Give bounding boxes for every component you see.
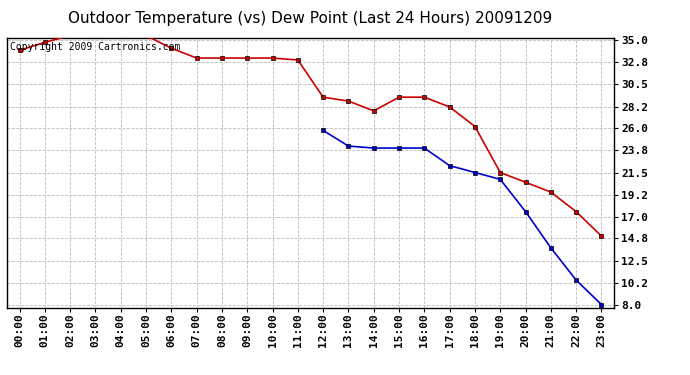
Text: Copyright 2009 Cartronics.com: Copyright 2009 Cartronics.com [10,42,180,51]
Text: Outdoor Temperature (vs) Dew Point (Last 24 Hours) 20091209: Outdoor Temperature (vs) Dew Point (Last… [68,11,553,26]
